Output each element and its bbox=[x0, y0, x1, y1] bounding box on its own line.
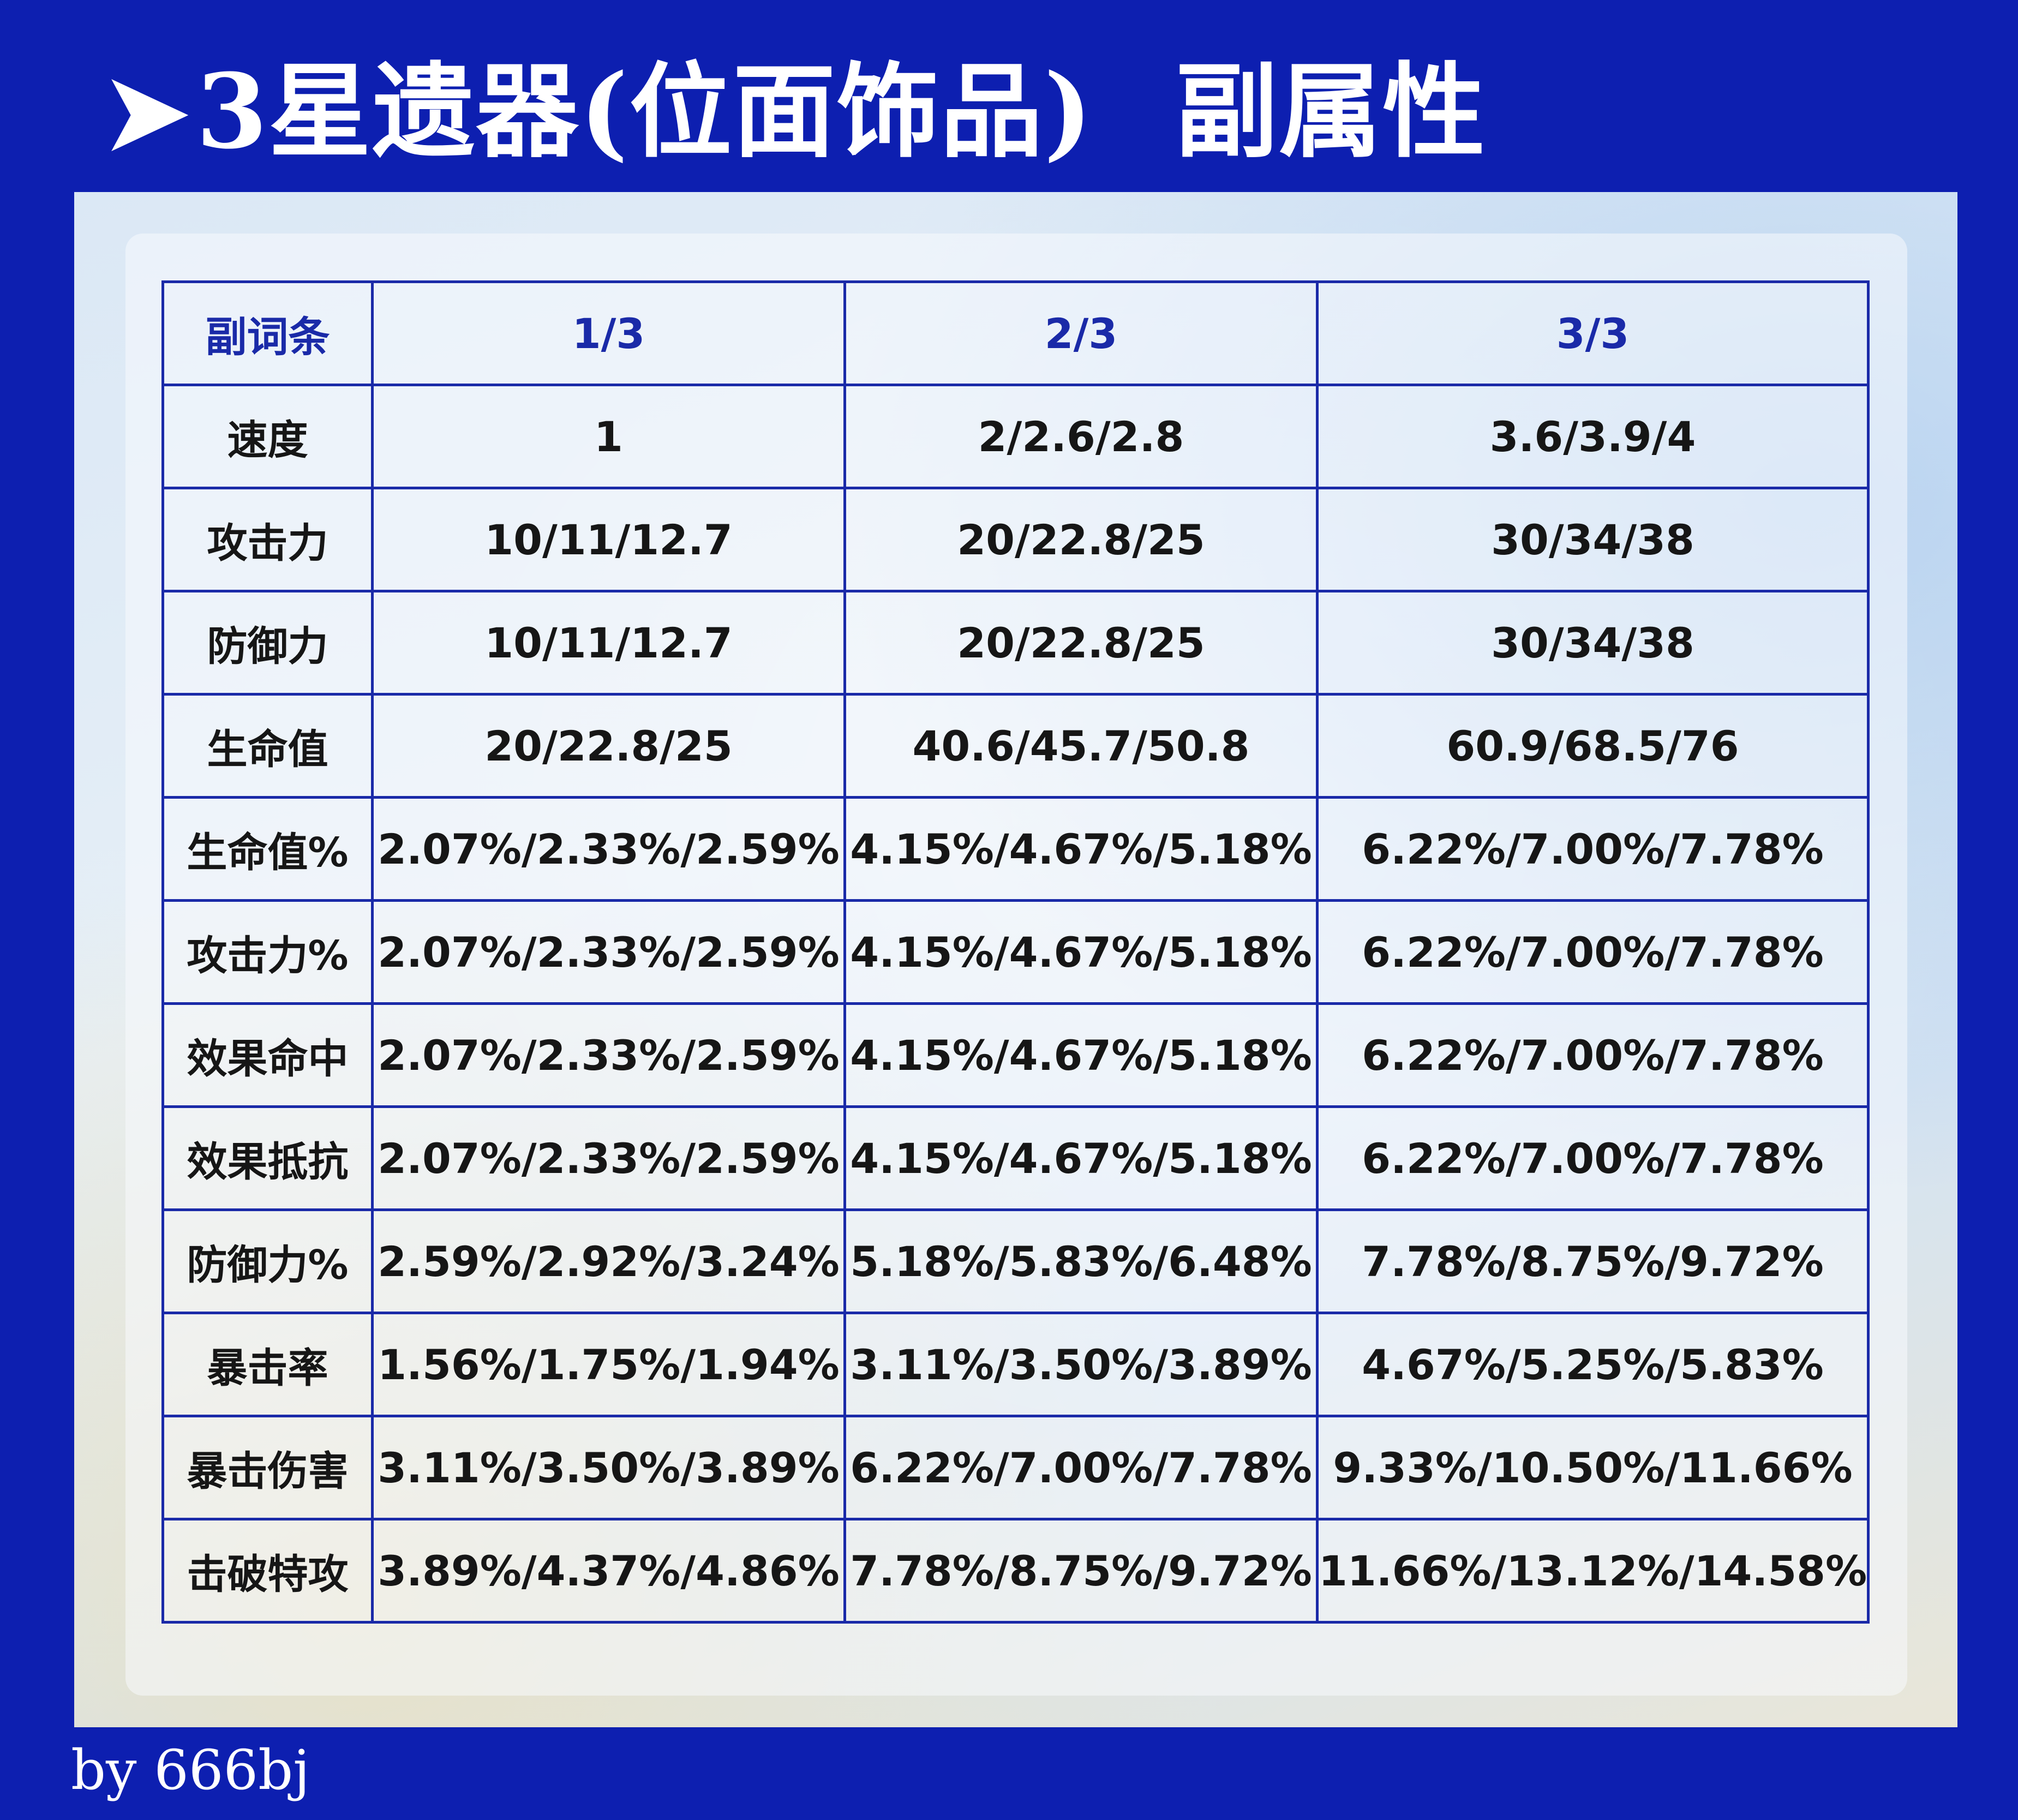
table-row: 生命值 20/22.8/25 40.6/45.7/50.8 60.9/68.5/… bbox=[161, 693, 1870, 799]
author-credit: by 666bj bbox=[71, 1738, 310, 1802]
table-cell: 2.07%/2.33%/2.59% bbox=[371, 899, 846, 1005]
table-cell: 2.07%/2.33%/2.59% bbox=[371, 796, 846, 902]
row-label: 暴击伤害 bbox=[161, 1415, 374, 1520]
table-cell: 1 bbox=[371, 384, 846, 489]
table-row: 攻击力% 2.07%/2.33%/2.59% 4.15%/4.67%/5.18%… bbox=[161, 899, 1870, 1005]
table-row: 防御力% 2.59%/2.92%/3.24% 5.18%/5.83%/6.48%… bbox=[161, 1208, 1870, 1314]
header-cell-2of3: 2/3 bbox=[843, 280, 1319, 386]
table-cell: 4.15%/4.67%/5.18% bbox=[843, 899, 1319, 1005]
row-label: 击破特攻 bbox=[161, 1518, 374, 1624]
header-cell-3of3: 3/3 bbox=[1316, 280, 1870, 386]
table-cell: 6.22%/7.00%/7.78% bbox=[843, 1415, 1319, 1520]
table-row: 防御力 10/11/12.7 20/22.8/25 30/34/38 bbox=[161, 590, 1870, 696]
row-label: 防御力% bbox=[161, 1208, 374, 1314]
row-label: 攻击力 bbox=[161, 487, 374, 592]
table-row: 攻击力 10/11/12.7 20/22.8/25 30/34/38 bbox=[161, 487, 1870, 592]
table-cell: 7.78%/8.75%/9.72% bbox=[1316, 1208, 1870, 1314]
table-cell: 2.59%/2.92%/3.24% bbox=[371, 1208, 846, 1314]
table-cell: 3.11%/3.50%/3.89% bbox=[843, 1312, 1319, 1417]
table-cell: 7.78%/8.75%/9.72% bbox=[843, 1518, 1319, 1624]
table-cell: 20/22.8/25 bbox=[843, 487, 1319, 592]
table-row: 速度 1 2/2.6/2.8 3.6/3.9/4 bbox=[161, 384, 1870, 489]
table-cell: 40.6/45.7/50.8 bbox=[843, 693, 1319, 799]
table-cell: 2/2.6/2.8 bbox=[843, 384, 1319, 489]
table-cell: 9.33%/10.50%/11.66% bbox=[1316, 1415, 1870, 1520]
header-cell-substat: 副词条 bbox=[161, 280, 374, 386]
row-label: 攻击力% bbox=[161, 899, 374, 1005]
row-label: 效果抵抗 bbox=[161, 1105, 374, 1211]
table-cell: 6.22%/7.00%/7.78% bbox=[1316, 796, 1870, 902]
row-label: 防御力 bbox=[161, 590, 374, 696]
table-cell: 2.07%/2.33%/2.59% bbox=[371, 1002, 846, 1108]
header-cell-1of3: 1/3 bbox=[371, 280, 846, 386]
table-cell: 6.22%/7.00%/7.78% bbox=[1316, 1105, 1870, 1211]
table-header-row: 副词条 1/3 2/3 3/3 bbox=[161, 280, 1870, 386]
table-cell: 4.15%/4.67%/5.18% bbox=[843, 1105, 1319, 1211]
row-label: 暴击率 bbox=[161, 1312, 374, 1417]
table-row: 暴击伤害 3.11%/3.50%/3.89% 6.22%/7.00%/7.78%… bbox=[161, 1415, 1870, 1520]
table-row: 暴击率 1.56%/1.75%/1.94% 3.11%/3.50%/3.89% … bbox=[161, 1312, 1870, 1417]
row-label: 速度 bbox=[161, 384, 374, 489]
table-cell: 20/22.8/25 bbox=[371, 693, 846, 799]
title-sub: 副属性 bbox=[1175, 51, 1487, 172]
table-cell: 30/34/38 bbox=[1316, 590, 1870, 696]
substat-table: 副词条 1/3 2/3 3/3 速度 1 2/2.6/2.8 3.6/3.9/4… bbox=[161, 280, 1870, 1624]
table-cell: 6.22%/7.00%/7.78% bbox=[1316, 899, 1870, 1005]
row-label: 生命值 bbox=[161, 693, 374, 799]
table-cell: 5.18%/5.83%/6.48% bbox=[843, 1208, 1319, 1314]
table-cell: 10/11/12.7 bbox=[371, 487, 846, 592]
title-main: 3星遗器(位面饰品) bbox=[196, 51, 1094, 172]
table-cell: 3.6/3.9/4 bbox=[1316, 384, 1870, 489]
table-cell: 4.15%/4.67%/5.18% bbox=[843, 1002, 1319, 1108]
table-cell: 10/11/12.7 bbox=[371, 590, 846, 696]
table-row: 生命值% 2.07%/2.33%/2.59% 4.15%/4.67%/5.18%… bbox=[161, 796, 1870, 902]
table-cell: 4.67%/5.25%/5.83% bbox=[1316, 1312, 1870, 1417]
table-row: 效果命中 2.07%/2.33%/2.59% 4.15%/4.67%/5.18%… bbox=[161, 1002, 1870, 1108]
table-cell: 60.9/68.5/76 bbox=[1316, 693, 1870, 799]
table-cell: 30/34/38 bbox=[1316, 487, 1870, 592]
table-cell: 6.22%/7.00%/7.78% bbox=[1316, 1002, 1870, 1108]
table-cell: 11.66%/13.12%/14.58% bbox=[1316, 1518, 1870, 1624]
table-cell: 3.11%/3.50%/3.89% bbox=[371, 1415, 846, 1520]
table-cell: 2.07%/2.33%/2.59% bbox=[371, 1105, 846, 1211]
table-cell: 3.89%/4.37%/4.86% bbox=[371, 1518, 846, 1624]
table-cell: 20/22.8/25 bbox=[843, 590, 1319, 696]
table-row: 效果抵抗 2.07%/2.33%/2.59% 4.15%/4.67%/5.18%… bbox=[161, 1105, 1870, 1211]
table-cell: 1.56%/1.75%/1.94% bbox=[371, 1312, 846, 1417]
table-cell: 4.15%/4.67%/5.18% bbox=[843, 796, 1319, 902]
row-label: 生命值% bbox=[161, 796, 374, 902]
table-row: 击破特攻 3.89%/4.37%/4.86% 7.78%/8.75%/9.72%… bbox=[161, 1518, 1870, 1624]
arrow-icon: ➤ bbox=[104, 51, 191, 172]
page-title: ➤3星遗器(位面饰品) 副属性 bbox=[104, 49, 1486, 175]
row-label: 效果命中 bbox=[161, 1002, 374, 1108]
